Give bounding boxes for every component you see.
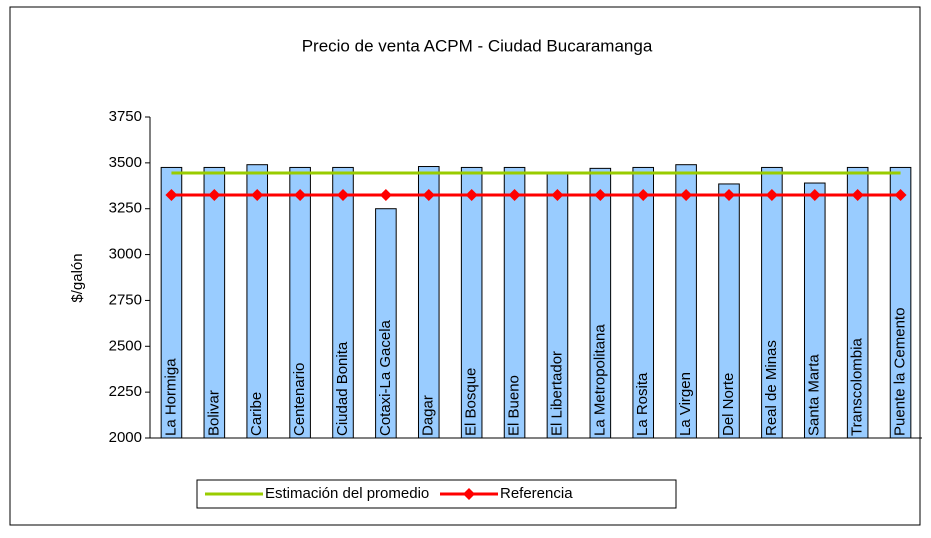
y-tick-label: 3250 <box>109 200 142 217</box>
marker <box>808 188 821 201</box>
x-tick-label: Puente la Cemento <box>892 308 909 436</box>
bar <box>846 166 869 439</box>
bar <box>503 166 526 439</box>
y-tick-label: 2000 <box>109 429 142 446</box>
marker <box>723 188 735 201</box>
x-tick-label: El Bueno <box>506 375 523 436</box>
bar <box>589 167 612 439</box>
marker <box>379 188 392 201</box>
bar <box>417 166 440 439</box>
y-axis-label: $/galón <box>69 253 86 302</box>
bar <box>632 166 655 439</box>
marker <box>337 188 349 201</box>
x-tick-label: Bolivar <box>205 390 222 436</box>
marker <box>680 188 693 201</box>
marker <box>165 188 178 201</box>
x-tick-label: Ciudad Bonita <box>334 341 351 436</box>
marker <box>208 188 221 201</box>
marker <box>508 188 521 201</box>
bar <box>889 166 912 439</box>
marker <box>422 188 435 201</box>
bar <box>761 166 783 439</box>
legend-label: Estimación del promedio <box>265 485 429 502</box>
bar <box>332 166 354 439</box>
marker <box>551 188 564 201</box>
x-tick-label: Real de Minas <box>763 340 780 436</box>
marker <box>637 188 650 201</box>
y-tick-label: 3000 <box>109 246 142 263</box>
bar <box>246 164 269 439</box>
marker <box>251 188 264 201</box>
x-tick-label: Cotaxi-La Gacela <box>377 319 394 436</box>
marker <box>294 188 307 201</box>
marker <box>851 188 864 201</box>
x-tick-label: Dagar <box>420 395 437 436</box>
y-tick-label: 2500 <box>109 337 142 354</box>
bar <box>160 166 183 439</box>
x-tick-label: El Bosque <box>463 368 480 436</box>
legend <box>196 479 677 509</box>
bar <box>675 164 697 439</box>
legend-label: Referencia <box>500 485 573 502</box>
bar <box>718 183 740 439</box>
chart-title: Precio de venta ACPM - Ciudad Bucaramang… <box>302 36 653 55</box>
y-tick-label: 2750 <box>109 291 142 308</box>
y-tick-label: 3500 <box>109 154 142 171</box>
legend-marker <box>463 488 475 500</box>
marker <box>594 188 607 201</box>
marker <box>894 188 907 201</box>
x-tick-label: Centenario <box>291 363 308 436</box>
marker <box>465 188 478 201</box>
bar <box>375 208 397 439</box>
x-tick-label: La Virgen <box>677 372 694 436</box>
bar <box>803 182 826 439</box>
x-tick-label: El Libertador <box>548 351 565 436</box>
y-tick-label: 3750 <box>109 108 142 125</box>
x-tick-label: La Rosita <box>634 372 651 436</box>
x-tick-label: Santa Marta <box>806 354 823 436</box>
x-tick-label: Del Norte <box>720 373 737 436</box>
x-tick-label: La Metropolitana <box>591 324 608 436</box>
x-tick-label: La Hormiga <box>162 358 179 436</box>
x-tick-label: Transcolombia <box>849 338 866 436</box>
y-tick-label: 2250 <box>109 383 142 400</box>
bar <box>203 166 226 439</box>
bar <box>460 166 483 439</box>
x-tick-label: Caribe <box>248 392 265 436</box>
bar <box>289 166 311 439</box>
marker <box>765 188 778 201</box>
